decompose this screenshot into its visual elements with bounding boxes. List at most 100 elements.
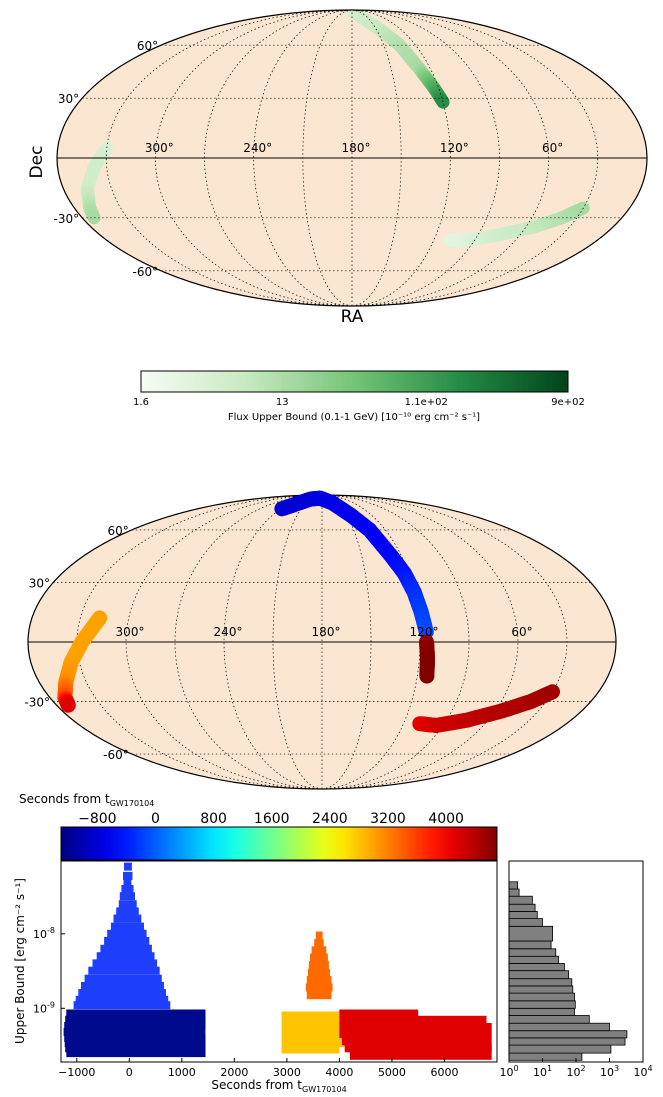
histogram-bar bbox=[508, 955, 559, 964]
time-colorbar-tick: −800 bbox=[78, 811, 116, 827]
dec-tick-label: 60° bbox=[107, 524, 128, 538]
histogram-bar bbox=[508, 918, 543, 927]
histogram-bar bbox=[508, 1000, 576, 1009]
histogram-bar bbox=[508, 1007, 575, 1016]
x-tick-label: 3000 bbox=[273, 1066, 301, 1079]
dec-tick-label: -30° bbox=[54, 212, 80, 226]
x-tick-label: 6000 bbox=[430, 1066, 458, 1079]
scatter-band-late-red bbox=[339, 1023, 492, 1031]
histogram-bar bbox=[508, 925, 553, 942]
scatter-band-mid-pyramid bbox=[306, 991, 332, 1000]
meridian-line bbox=[105, 10, 353, 306]
scatter-band-early-pyramid bbox=[88, 966, 160, 975]
scatter-band-early-pyramid bbox=[118, 900, 137, 909]
scatter-band-mid-pyramid bbox=[307, 968, 330, 977]
x-ticks: −1000 0 1000 2000 3000 4000 5000 6000 bbox=[58, 1058, 458, 1079]
time-colorbar-tick: 3200 bbox=[370, 811, 406, 827]
dec-tick-label: -30° bbox=[24, 695, 50, 709]
scatter-band-early-pyramid bbox=[100, 944, 152, 953]
dec-tick-labels: 60° 30° -30° -60° bbox=[54, 39, 159, 279]
time-skymap-panel: 300° 240° 180° 120° 60° 60° 30° -30° -60° bbox=[24, 490, 617, 790]
scatter-band-late-red bbox=[344, 1044, 492, 1053]
x-tick-label: −1000 bbox=[58, 1066, 95, 1079]
scatter-band-mid-pyramid bbox=[308, 961, 329, 970]
histogram-x-ticks: 100 101 102 103 104 bbox=[499, 1058, 653, 1079]
flux-colorbar-tick: 9e+02 bbox=[551, 397, 585, 408]
scatter-band-late-red bbox=[339, 1009, 419, 1018]
histogram-bar bbox=[508, 1037, 626, 1046]
histogram-bar bbox=[508, 978, 573, 987]
x-tick-label: 0 bbox=[126, 1066, 133, 1079]
histogram-bar bbox=[508, 948, 557, 957]
sky-outline bbox=[56, 9, 648, 307]
histogram-bar bbox=[508, 1052, 583, 1061]
scatter-band-early-pyramid bbox=[84, 974, 162, 983]
scatter-band-early-pyramid bbox=[107, 929, 147, 938]
time-region-north-arc bbox=[418, 621, 434, 640]
scatter-band-mid-pyramid bbox=[315, 931, 323, 940]
time-colorbar-bar bbox=[60, 826, 498, 861]
ra-tick-label: 240° bbox=[243, 141, 272, 155]
scatter-band-early-pyramid bbox=[92, 959, 158, 968]
meridian-line bbox=[125, 495, 323, 789]
time-colorbar-tick: 0 bbox=[151, 811, 160, 827]
scatter-band-early-pyramid bbox=[119, 892, 135, 901]
flux-regions bbox=[80, 10, 590, 247]
y-tick-label: 10-8 bbox=[33, 926, 55, 941]
time-colorbar-ticks: −800 0 800 1600 2400 3200 4000 bbox=[78, 811, 464, 827]
upper-bound-scatter: −1000 0 1000 2000 3000 4000 5000 6000 10-910-8 … bbox=[13, 860, 498, 1094]
meridian-line bbox=[351, 10, 599, 306]
histogram-bar bbox=[508, 1044, 612, 1054]
scatter-marks bbox=[63, 862, 492, 1060]
histogram-bar bbox=[508, 970, 569, 980]
dec-tick-label: -60° bbox=[132, 265, 158, 279]
histogram-x-tick-label: 101 bbox=[533, 1064, 552, 1079]
scatter-band-early-pyramid bbox=[110, 922, 144, 931]
scatter-band-early-pyramid bbox=[116, 907, 139, 916]
scatter-band-early-base bbox=[64, 1033, 206, 1042]
flux-colorbar bbox=[140, 370, 569, 393]
scatter-band-mid-pyramid bbox=[314, 939, 324, 948]
scatter-band-early-base bbox=[66, 1009, 206, 1018]
scatter-band-mid-pyramid bbox=[305, 983, 333, 992]
histogram-bar bbox=[508, 1015, 590, 1024]
scatter-band-early-pyramid bbox=[123, 877, 132, 886]
scatter-band-late-red bbox=[339, 1030, 492, 1039]
scatter-band-mid-pyramid bbox=[311, 946, 327, 955]
histogram-bar bbox=[508, 940, 552, 950]
histogram-bar bbox=[508, 1030, 628, 1039]
scatter-band-early-pyramid bbox=[73, 1001, 171, 1010]
ra-tick-label: 300° bbox=[145, 141, 174, 155]
time-colorbar-tick: 2400 bbox=[312, 811, 348, 827]
y-tick-label: 10-9 bbox=[33, 1000, 55, 1015]
dec-tick-label: -60° bbox=[103, 748, 129, 762]
histogram-bar bbox=[508, 985, 574, 994]
scatter-band-late-orange bbox=[281, 1045, 340, 1054]
ra-tick-labels: 300° 240° 180° 120° 60° bbox=[116, 625, 533, 639]
histogram-x-tick-label: 104 bbox=[633, 1064, 652, 1079]
ra-tick-label: 120° bbox=[440, 141, 469, 155]
histogram-bar bbox=[508, 888, 520, 897]
ra-tick-label: 300° bbox=[116, 625, 145, 639]
scatter-band-late-orange bbox=[281, 1025, 366, 1034]
scatter-band-early-pyramid bbox=[104, 937, 150, 945]
ra-tick-label: 240° bbox=[214, 625, 243, 639]
scatter-band-mid-pyramid bbox=[310, 953, 328, 962]
scatter-band-late-red bbox=[342, 1037, 492, 1046]
scatter-band-early-pyramid bbox=[113, 914, 142, 923]
histogram-bar bbox=[508, 881, 519, 890]
x-axis-label: Seconds from tGW170104 bbox=[211, 1078, 346, 1094]
histogram-bar bbox=[508, 903, 536, 912]
scatter-band-early-base bbox=[65, 1015, 206, 1024]
flux-colorbar-tick: 1.6 bbox=[133, 397, 149, 408]
flux-colorbar-ticks: 1.6 13 1.1e+02 9e+02 bbox=[133, 397, 585, 408]
scatter-band-early-pyramid bbox=[121, 885, 134, 893]
scatter-band-late-red bbox=[349, 1051, 492, 1060]
time-colorbar-tick: 800 bbox=[200, 811, 227, 827]
scatter-band-early-base bbox=[64, 1039, 206, 1048]
scatter-band-late-red bbox=[339, 1015, 487, 1024]
scatter-band-early-base bbox=[64, 1021, 206, 1030]
ra-tick-label: 120° bbox=[410, 625, 439, 639]
scatter-band-late-orange bbox=[281, 1011, 350, 1020]
ra-tick-labels: 300° 240° 180° 120° 60° bbox=[145, 141, 563, 155]
